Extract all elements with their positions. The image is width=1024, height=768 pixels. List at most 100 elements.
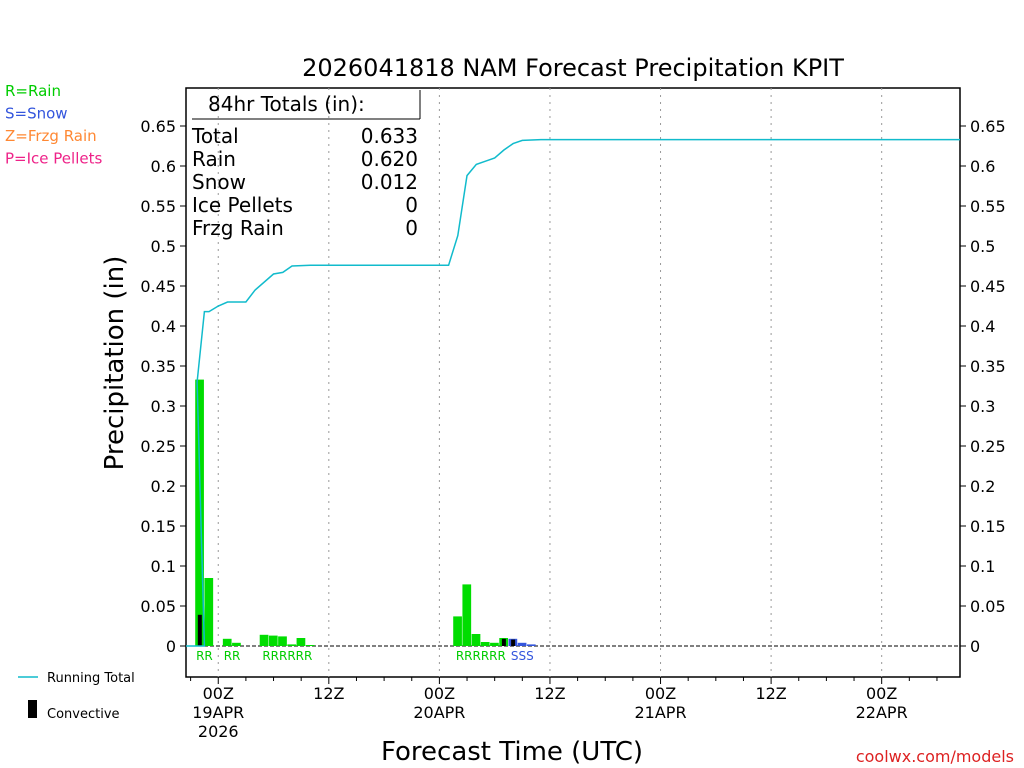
y-tick-label-left: 0.55 — [140, 197, 176, 216]
precip-bar — [526, 644, 536, 646]
y-tick-label-left: 0.05 — [140, 597, 176, 616]
precip-bar — [259, 634, 269, 646]
precip-type-letters-label: RRRRRR — [456, 649, 506, 663]
precip-type-letters-label: RR — [224, 649, 241, 663]
precip-bar — [462, 584, 472, 646]
y-tick-label-left: 0.65 — [140, 117, 176, 136]
totals-row-value: 0.633 — [361, 124, 418, 148]
convective-bar — [511, 639, 516, 646]
y-axis-left: 0 0.05 0.1 0.15 0.2 0.25 0.3 0.35 0.4 0.45 0.5 0.55… — [140, 117, 186, 656]
precip-bar — [296, 638, 306, 646]
precip-bar — [204, 578, 214, 646]
y-tick-label-right: 0.55 — [970, 197, 1006, 216]
convective-bar — [197, 614, 202, 646]
running-total-line — [186, 138, 960, 647]
y-tick-label-left: 0.4 — [151, 317, 176, 336]
convective-swatch — [28, 700, 37, 718]
y-tick-label-right: 0.65 — [970, 117, 1006, 136]
precip-type-letters-label: RR — [196, 649, 213, 663]
x-tick-label: 12Z — [534, 684, 565, 703]
totals-row-label: Rain — [192, 147, 236, 171]
precip-bar — [480, 642, 490, 646]
y-tick-label-right: 0.45 — [970, 277, 1006, 296]
precip-bar — [471, 634, 481, 646]
y-axis-right: 0 0.05 0.1 0.15 0.2 0.25 0.3 0.35 0.4 0.45 0.5 0.55… — [960, 117, 1006, 656]
precip-bar — [490, 642, 499, 646]
totals-row-label: Ice Pellets — [192, 193, 293, 217]
x-tick-label: 00Z — [645, 684, 676, 703]
y-tick-label-right: 0.15 — [970, 517, 1006, 536]
precip-bar — [453, 616, 462, 646]
x-tick-label: 12Z — [313, 684, 344, 703]
precip-type-legend: R=Rain S=Snow Z=Frzg Rain P=Ice Pellets — [5, 82, 102, 168]
y-tick-label-left: 0.3 — [151, 397, 176, 416]
precip-type-letters-label: RRRRRR — [262, 649, 312, 663]
x-axis-label: Forecast Time (UTC) — [381, 737, 643, 767]
totals-header: 84hr Totals (in): — [208, 92, 365, 116]
totals-box: 84hr Totals (in): Total 0.633 Rain 0.620 Snow… — [191, 90, 421, 240]
precip-bar — [222, 638, 232, 646]
x-tick-label: 00Z — [424, 684, 455, 703]
credit-text: coolwx.com/models — [856, 747, 1014, 766]
precip-bar — [278, 636, 287, 646]
gridlines — [186, 88, 960, 677]
chart-title: 2026041818 NAM Forecast Precipitation KP… — [302, 54, 844, 82]
y-tick-label-right: 0.4 — [970, 317, 995, 336]
plot-frame — [185, 87, 961, 678]
y-tick-label-right: 0.25 — [970, 437, 1006, 456]
x-tick-label: 12Z — [755, 684, 786, 703]
y-axis-label: Precipitation (in) — [100, 256, 130, 471]
y-tick-label-right: 0.05 — [970, 597, 1006, 616]
precip-bar — [268, 635, 278, 646]
x-tick-label: 20APR — [413, 703, 465, 722]
bottom-legend-label: Running Total — [47, 671, 135, 686]
precip-bar — [517, 642, 527, 646]
y-tick-label-right: 0.6 — [970, 157, 995, 176]
y-tick-label-left: 0.15 — [140, 517, 176, 536]
totals-row-value: 0.012 — [361, 170, 418, 194]
legend-type-label: Z=Frzg Rain — [5, 127, 97, 145]
y-tick-label-right: 0.2 — [970, 477, 995, 496]
precip-bar — [305, 645, 315, 646]
y-tick-label-right: 0.3 — [970, 397, 995, 416]
bottom-legend-label: Convective — [47, 707, 120, 722]
running-total-polyline — [186, 138, 960, 647]
y-tick-label-left: 0.25 — [140, 437, 176, 456]
plot-border — [185, 87, 961, 678]
y-tick-label-right: 0.35 — [970, 357, 1006, 376]
x-tick-label: 00Z — [866, 684, 897, 703]
y-tick-label-right: 0 — [970, 637, 980, 656]
y-tick-label-left: 0.6 — [151, 157, 176, 176]
y-tick-label-right: 0.5 — [970, 237, 995, 256]
precip-bar — [287, 644, 297, 646]
y-tick-label-right: 0.1 — [970, 557, 995, 576]
y-tick-label-left: 0 — [166, 637, 176, 656]
totals-row-label: Total — [191, 124, 239, 148]
y-tick-label-left: 0.35 — [140, 357, 176, 376]
precip-type-letters-label: SSS — [511, 649, 534, 663]
precip-bar — [195, 379, 204, 646]
y-tick-label-left: 0.1 — [151, 557, 176, 576]
x-tick-label: 2026 — [198, 722, 239, 741]
totals-row-value: 0.620 — [361, 147, 418, 171]
x-tick-label: 00Z — [203, 684, 234, 703]
bottom-legend: Running Total Convective — [18, 671, 135, 722]
y-tick-label-left: 0.5 — [151, 237, 176, 256]
convective-bars — [197, 614, 516, 646]
x-tick-label: 21APR — [634, 703, 686, 722]
legend-type-label: S=Snow — [5, 105, 68, 123]
convective-bar — [501, 638, 506, 646]
totals-row-label: Snow — [192, 170, 246, 194]
x-tick-label: 19APR — [192, 703, 244, 722]
precip-type-letters: RR RR RRRRRR RRRRRR SSS — [196, 649, 534, 663]
totals-row-value: 0 — [405, 193, 418, 217]
x-tick-label: 22APR — [856, 703, 908, 722]
legend-type-label: R=Rain — [5, 82, 61, 100]
y-tick-label-left: 0.2 — [151, 477, 176, 496]
precip-bar — [232, 642, 241, 646]
legend-type-label: P=Ice Pellets — [5, 150, 102, 168]
totals-row-value: 0 — [405, 216, 418, 240]
y-tick-label-left: 0.45 — [140, 277, 176, 296]
